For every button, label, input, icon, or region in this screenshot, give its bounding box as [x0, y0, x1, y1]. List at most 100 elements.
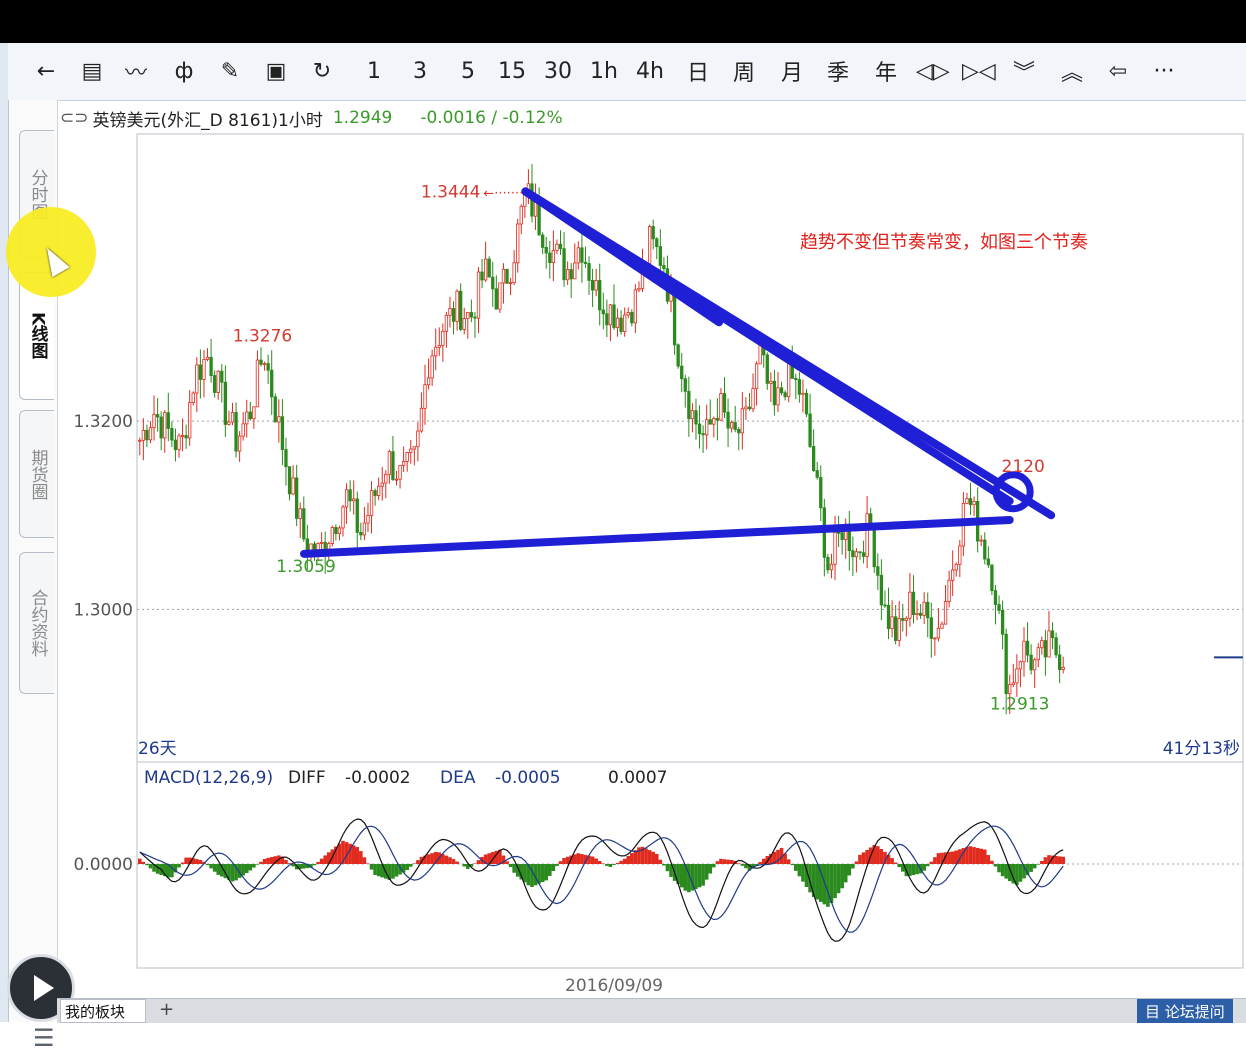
macd-bar: [541, 864, 545, 882]
macd-bar: [616, 863, 620, 864]
macd-label: MACD(12,26,9): [144, 768, 273, 788]
retest-label: 2120: [1002, 457, 1045, 477]
candle-body: [755, 364, 757, 389]
candle-body: [509, 283, 511, 284]
macd-bar: [987, 855, 991, 864]
candle-body: [556, 244, 558, 250]
candle-body: [413, 447, 415, 449]
annotation-note: 趋势不变但节奏常变，如图三个节奏: [800, 232, 1088, 253]
macd-bar: [1061, 857, 1065, 864]
candle-body: [467, 312, 469, 318]
price-chart[interactable]: 1.32001.30001.3444←·······1.32761.305921…: [0, 0, 1246, 1022]
macd-bar: [430, 853, 434, 864]
candle-body: [880, 575, 882, 605]
candle-body: [702, 434, 704, 435]
y-tick-label: 1.3200: [74, 412, 133, 432]
add-tab-button[interactable]: +: [159, 999, 174, 1020]
macd-bar: [216, 864, 220, 875]
candle-body: [855, 552, 857, 557]
macd-bar: [602, 863, 606, 864]
candle-body: [987, 559, 989, 565]
candle-body: [948, 580, 950, 601]
macd-bar: [933, 857, 937, 864]
candle-body: [181, 436, 183, 437]
candle-body: [199, 365, 201, 379]
high-label: 1.3444: [421, 182, 480, 202]
candle-body: [185, 436, 187, 438]
timeframe-label: 26天: [138, 739, 177, 759]
macd-bar: [837, 864, 841, 893]
candle-body: [431, 356, 433, 378]
macd-bar: [427, 854, 431, 864]
macd-bar: [355, 847, 359, 864]
macd-bar: [1058, 856, 1062, 864]
candle-body: [174, 440, 176, 450]
macd-bar: [644, 849, 648, 864]
my-sectors-tab[interactable]: 我的板块: [60, 999, 146, 1023]
macd-dea-label: DEA: [440, 768, 476, 788]
candle-body: [887, 605, 889, 628]
macd-bar: [555, 864, 559, 866]
candle-body: [1030, 655, 1032, 670]
candle-body: [777, 388, 779, 405]
macd-bar: [266, 858, 270, 864]
macd-bar: [794, 864, 798, 871]
candle-body: [484, 259, 486, 280]
candle-body: [852, 551, 854, 557]
candle-body: [167, 413, 169, 429]
candle-body: [713, 418, 715, 424]
macd-bar: [730, 860, 734, 864]
candle-body: [891, 617, 893, 629]
macd-bar: [930, 862, 934, 864]
candle-body: [759, 345, 761, 364]
candle-body: [623, 315, 625, 332]
candle-body: [538, 202, 540, 235]
candle-body: [456, 291, 458, 321]
macd-bar: [462, 864, 466, 866]
date-label: 2016/09/09: [565, 976, 663, 996]
candle-body: [951, 570, 953, 580]
macd-bar: [562, 858, 566, 864]
macd-bar: [858, 855, 862, 864]
macd-bar: [605, 864, 609, 866]
candle-body: [566, 270, 568, 280]
macd-bar: [726, 860, 730, 864]
forum-question-button[interactable]: 目 论坛提问: [1137, 999, 1233, 1023]
macd-bar: [373, 864, 377, 875]
candle-body: [584, 262, 586, 263]
macd-bar: [142, 862, 146, 864]
macd-bar: [338, 844, 342, 864]
candle-body: [295, 478, 297, 519]
macd-bar: [876, 846, 880, 864]
macd-bar: [594, 859, 598, 864]
candle-body: [210, 357, 212, 375]
macd-bar: [1004, 864, 1008, 879]
macd-bar: [391, 864, 395, 879]
list-menu-icon[interactable]: ☰: [33, 1024, 55, 1052]
candle-body: [741, 409, 743, 433]
candle-body: [709, 420, 711, 424]
macd-bar: [994, 864, 998, 867]
candle-body: [820, 477, 822, 507]
macd-bar: [1033, 864, 1037, 868]
left-high-label: 1.3276: [233, 327, 292, 347]
macd-bar: [947, 852, 951, 864]
candle-body: [188, 403, 190, 438]
macd-bar: [263, 859, 267, 864]
macd-bar: [302, 864, 306, 869]
macd-diff-label: DIFF: [288, 768, 326, 788]
macd-bar: [445, 856, 449, 864]
candle-body: [837, 532, 839, 533]
candle-body: [224, 382, 226, 424]
macd-bar: [370, 864, 374, 870]
macd-bar: [741, 864, 745, 866]
macd-bar: [951, 852, 955, 864]
countdown-label: 41分13秒: [1163, 739, 1240, 759]
macd-bar: [815, 864, 819, 899]
candle-body: [406, 452, 408, 461]
candle-body: [559, 244, 561, 248]
candle-body: [331, 527, 333, 543]
macd-bar: [626, 856, 630, 864]
macd-bar: [323, 855, 327, 864]
macd-dea-value: -0.0005: [495, 768, 561, 788]
